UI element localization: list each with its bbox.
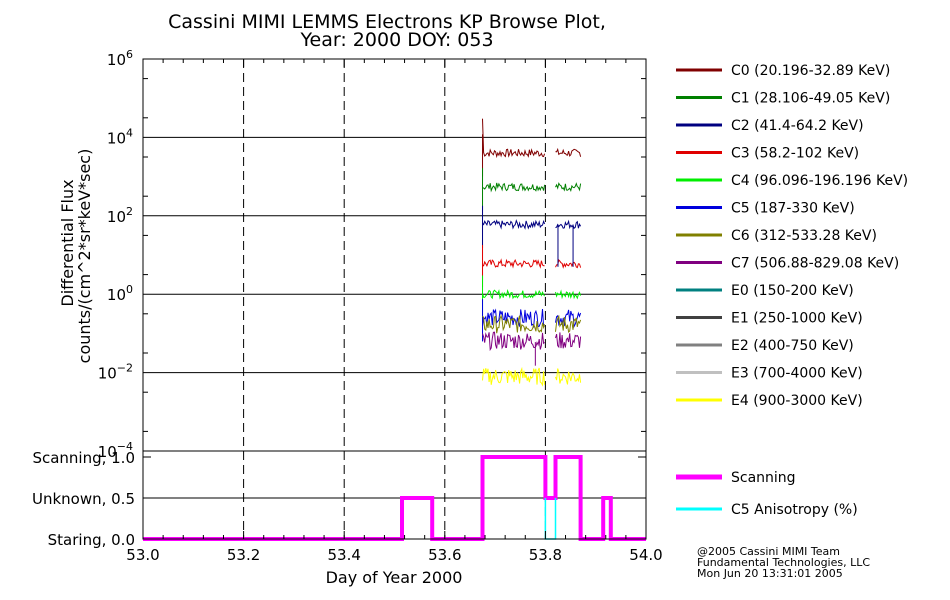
flux-series-line [555, 289, 582, 300]
mode-legend: Scanning C5 Anisotropy (%) [676, 470, 858, 518]
flux-y-tick-label: 106 [107, 48, 133, 69]
x-tick-label: 53.0 [126, 546, 159, 564]
flux-y-tick-label: 102 [107, 205, 133, 226]
plot-title: Cassini MIMI LEMMS Electrons KP Browse P… [168, 11, 606, 33]
legend-label: C2 (41.4-64.2 KeV) [731, 118, 864, 134]
plot-subtitle: Year: 2000 DOY: 053 [299, 29, 493, 51]
scanning-line [143, 455, 646, 541]
x-axis-ticks: 53.0 53.2 53.4 53.6 53.8 54.0 [126, 59, 663, 564]
flux-series-line [555, 147, 582, 157]
legend-label: C1 (28.106-49.05 KeV) [731, 91, 890, 107]
mode-y-tick-label: Unknown, 0.5 [32, 490, 135, 508]
flux-series-line [482, 118, 546, 159]
flux-y-tick-label: 104 [107, 126, 133, 147]
flux-panel-frame [142, 58, 647, 452]
anisotropy-line [544, 498, 557, 540]
flux-series-line [482, 308, 545, 329]
legend-label: C3 (58.2-102 KeV) [731, 146, 859, 162]
x-tick-label: 53.8 [529, 546, 562, 564]
y-axis-units: counts/(cm^2*sr*keV*sec) [75, 149, 94, 364]
footer-timestamp: Mon Jun 20 13:31:01 2005 [697, 567, 843, 580]
legend-label: C0 (20.196-32.89 KeV) [731, 63, 890, 79]
mode-y-tick-label: Scanning, 1.0 [32, 449, 135, 467]
x-axis-label: Day of Year 2000 [326, 568, 463, 587]
flux-y-ticks: 10−4 10−2 100 102 104 106 [98, 48, 133, 461]
mode-y-ticks: Staring, 0.0 Unknown, 0.5 Scanning, 1.0 [32, 449, 135, 549]
legend-label: C5 (187-330 KeV) [731, 201, 855, 217]
flux-series-line [482, 219, 546, 230]
flux-series-line [482, 331, 545, 352]
flux-series-line [555, 219, 582, 230]
legend-label: C7 (506.88-829.08 KeV) [731, 256, 899, 272]
flux-y-tick-label: 100 [107, 283, 133, 304]
flux-grid [143, 59, 646, 451]
flux-series-line [482, 288, 546, 300]
mode-grid [143, 451, 646, 540]
legend-label: E2 (400-750 KeV) [731, 338, 854, 354]
footer-credit: @2005 Cassini MIMI Team [697, 545, 840, 558]
footer-org: Fundamental Technologies, LLC [697, 556, 870, 569]
legend-label: E3 (700-4000 KeV) [731, 366, 863, 382]
flux-series-line [482, 366, 546, 387]
flux-series-line [555, 182, 582, 192]
legend-label: C4 (96.096-196.196 KeV) [731, 173, 908, 189]
legend-label: Scanning [731, 470, 796, 486]
flux-legend: C0 (20.196-32.89 KeV) C1 (28.106-49.05 Ke… [676, 63, 908, 409]
x-tick-label: 53.2 [227, 546, 260, 564]
legend-label: C6 (312-533.28 KeV) [731, 228, 877, 244]
flux-series-line [482, 258, 545, 269]
legend-label: E4 (900-3000 KeV) [731, 393, 863, 409]
legend-label: E1 (250-1000 KeV) [731, 311, 863, 327]
flux-series-line [482, 182, 546, 193]
x-tick-label: 53.4 [327, 546, 360, 564]
legend-label: E0 (150-200 KeV) [731, 283, 854, 299]
mode-panel-frame [142, 450, 647, 540]
x-tick-label: 54.0 [629, 546, 662, 564]
flux-y-tick-label: 10−4 [98, 440, 133, 461]
legend-label: C5 Anisotropy (%) [731, 502, 858, 518]
y-axis-label: Differential Flux [58, 179, 77, 306]
flux-series-line [555, 332, 582, 349]
flux-y-tick-label: 10−2 [98, 362, 133, 383]
flux-series-line [555, 368, 582, 385]
flux-series-line [482, 314, 546, 334]
mode-y-tick-label: Staring, 0.0 [48, 531, 135, 549]
flux-series-line [555, 258, 582, 269]
x-tick-label: 53.6 [428, 546, 461, 564]
flux-series-line [555, 314, 582, 333]
flux-series [482, 118, 582, 387]
